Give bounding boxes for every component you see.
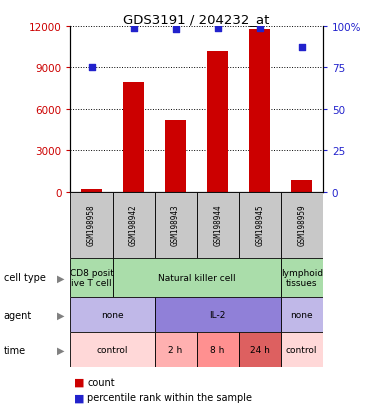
Bar: [165, 121, 186, 192]
Text: GSM198959: GSM198959: [297, 204, 306, 246]
Text: cell type: cell type: [4, 273, 46, 283]
Text: 24 h: 24 h: [250, 346, 270, 354]
Text: 2 h: 2 h: [168, 346, 183, 354]
Text: GSM198942: GSM198942: [129, 204, 138, 246]
Bar: [239, 192, 281, 258]
Text: 8 h: 8 h: [210, 346, 225, 354]
Point: [299, 45, 305, 52]
Bar: [112, 258, 281, 297]
Point: [257, 25, 263, 32]
Bar: [281, 297, 323, 332]
Text: ▶: ▶: [58, 345, 65, 355]
Bar: [155, 297, 281, 332]
Text: control: control: [286, 346, 318, 354]
Title: GDS3191 / 204232_at: GDS3191 / 204232_at: [124, 13, 270, 26]
Bar: [281, 332, 323, 368]
Text: GSM198943: GSM198943: [171, 204, 180, 246]
Text: time: time: [4, 345, 26, 355]
Bar: [70, 258, 112, 297]
Text: count: count: [87, 377, 115, 387]
Text: IL-2: IL-2: [210, 311, 226, 319]
Bar: [249, 30, 270, 192]
Point: [173, 27, 178, 33]
Text: none: none: [101, 311, 124, 319]
Bar: [81, 189, 102, 192]
Text: GSM198958: GSM198958: [87, 204, 96, 246]
Bar: [197, 192, 239, 258]
Text: ▶: ▶: [58, 273, 65, 283]
Text: control: control: [97, 346, 128, 354]
Bar: [281, 192, 323, 258]
Bar: [239, 332, 281, 368]
Text: GSM198944: GSM198944: [213, 204, 222, 246]
Text: CD8 posit
ive T cell: CD8 posit ive T cell: [70, 268, 114, 287]
Text: ▶: ▶: [58, 310, 65, 320]
Bar: [207, 52, 228, 192]
Bar: [70, 192, 112, 258]
Bar: [155, 192, 197, 258]
Bar: [281, 258, 323, 297]
Point: [89, 65, 95, 71]
Bar: [112, 192, 155, 258]
Bar: [291, 181, 312, 192]
Bar: [197, 332, 239, 368]
Text: ■: ■: [74, 377, 85, 387]
Bar: [155, 332, 197, 368]
Bar: [70, 297, 155, 332]
Bar: [123, 83, 144, 192]
Point: [215, 25, 221, 32]
Point: [131, 25, 137, 32]
Text: Natural killer cell: Natural killer cell: [158, 273, 236, 282]
Text: ■: ■: [74, 392, 85, 402]
Text: none: none: [290, 311, 313, 319]
Bar: [70, 332, 155, 368]
Text: percentile rank within the sample: percentile rank within the sample: [87, 392, 252, 402]
Text: lymphoid
tissues: lymphoid tissues: [281, 268, 323, 287]
Text: agent: agent: [4, 310, 32, 320]
Text: GSM198945: GSM198945: [255, 204, 264, 246]
